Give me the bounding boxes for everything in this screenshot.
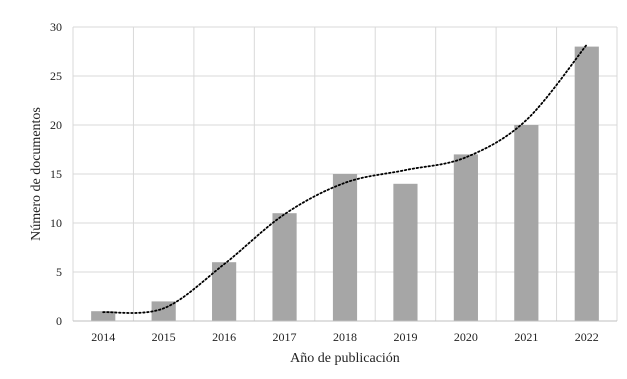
x-tick-label: 2015 [152,330,176,344]
gridlines [72,26,618,321]
x-tick-label: 2019 [393,330,417,344]
x-axis-ticks: 2014 2015 2016 2017 2018 2019 2020 2021 2022 [91,330,599,344]
x-tick-label: 2014 [91,330,115,344]
bar-2014 [91,311,116,321]
x-tick-label: 2021 [514,330,538,344]
y-tick-label: 15 [50,167,62,181]
bar-2015 [151,301,176,321]
bar-2021 [514,125,539,321]
x-tick-label: 2020 [454,330,478,344]
bar-2020 [453,154,478,321]
x-tick-label: 2022 [575,330,599,344]
y-tick-label: 5 [56,265,62,279]
x-tick-label: 2016 [212,330,236,344]
y-axis-ticks: 0 5 10 15 20 25 30 [50,20,62,328]
y-axis-title: Número de documentos [29,107,44,241]
bar-2017 [272,213,297,321]
trendline [102,43,588,314]
x-tick-label: 2018 [333,330,357,344]
bar-2022 [574,46,599,321]
bar-2018 [332,174,358,321]
bars [91,46,599,321]
y-tick-label: 25 [50,69,62,83]
bar-2016 [212,262,237,321]
y-tick-label: 30 [50,20,62,34]
y-tick-label: 10 [50,216,62,230]
bar-2019 [393,183,418,321]
x-axis-title: Año de publicación [290,351,400,366]
y-tick-label: 0 [56,314,62,328]
y-tick-label: 20 [50,118,62,132]
x-tick-label: 2017 [273,330,297,344]
